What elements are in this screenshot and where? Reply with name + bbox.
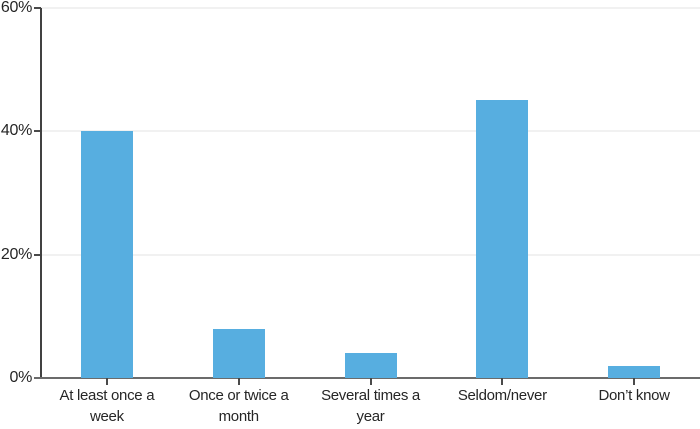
y-tick-label: 0%	[9, 369, 32, 386]
x-tick-label: Seldom/never	[457, 387, 547, 404]
bar-5	[608, 366, 661, 378]
x-axis-tick	[633, 378, 636, 385]
x-axis-tick	[105, 378, 108, 385]
bar-1	[80, 131, 133, 378]
x-axis-tick	[501, 378, 504, 385]
bar-2	[212, 329, 265, 378]
x-axis	[34, 377, 700, 379]
y-tick-label: 40%	[0, 122, 32, 140]
x-axis-tick	[369, 378, 372, 385]
bar-4	[476, 100, 529, 378]
x-tick-label: Several times a year	[321, 387, 420, 425]
y-axis	[40, 8, 42, 378]
x-tick-label: At least once a week	[59, 387, 155, 425]
gridline-60	[41, 7, 700, 9]
y-axis-tick	[34, 253, 41, 256]
gridline-20	[41, 253, 700, 256]
x-tick-label: Don’t know	[598, 387, 670, 404]
y-tick-label: 60%	[0, 0, 32, 16]
y-axis-tick	[34, 130, 41, 133]
y-axis-tick	[34, 7, 41, 9]
x-tick-label: Once or twice a month	[188, 387, 289, 425]
x-axis-tick	[237, 378, 240, 385]
gridline-40	[41, 130, 700, 133]
bar-3	[344, 353, 397, 378]
y-tick-label: 20%	[0, 245, 32, 263]
